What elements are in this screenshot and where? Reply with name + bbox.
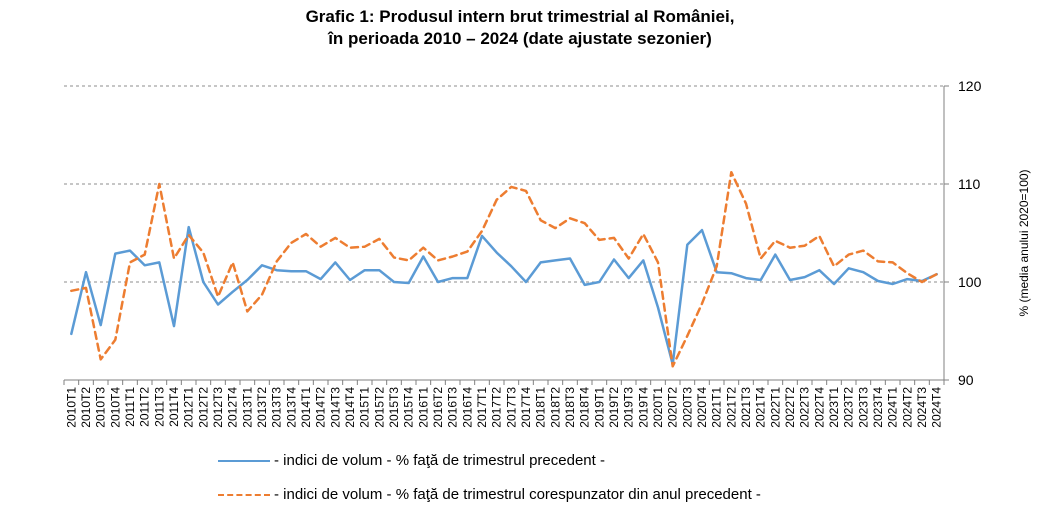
x-tick-label-2012T3: 2012T3 xyxy=(211,387,225,428)
x-tick-label-2014T1: 2014T1 xyxy=(299,387,313,428)
x-tick-label-2011T3: 2011T3 xyxy=(152,387,166,427)
series-line-yoy xyxy=(70,170,938,368)
x-tick-label-2015T3: 2015T3 xyxy=(387,387,401,428)
x-tick-label-2021T3: 2021T3 xyxy=(739,387,753,428)
y-axis-label: % (media anului 2020=100) xyxy=(1017,169,1031,316)
x-tick-label-2015T4: 2015T4 xyxy=(402,387,416,428)
x-tick-label-2016T2: 2016T2 xyxy=(431,387,445,428)
x-tick-label-2020T2: 2020T2 xyxy=(666,387,680,428)
x-tick-label-2023T2: 2023T2 xyxy=(842,387,856,428)
x-tick-label-2011T4: 2011T4 xyxy=(167,387,181,427)
legend-swatch-qoq xyxy=(218,460,270,463)
x-tick-label-2019T3: 2019T3 xyxy=(622,387,636,428)
x-tick-label-2013T1: 2013T1 xyxy=(240,387,254,428)
legend-item-yoy: - indici de volum - % faţă de trimestrul… xyxy=(218,486,761,503)
x-tick-label-2013T4: 2013T4 xyxy=(284,387,298,428)
x-tick-label-2023T3: 2023T3 xyxy=(856,387,870,428)
x-tick-label-2018T3: 2018T3 xyxy=(563,387,577,428)
x-tick-label-2014T3: 2014T3 xyxy=(328,387,342,428)
x-tick-label-2022T3: 2022T3 xyxy=(798,387,812,428)
x-tick-label-2018T1: 2018T1 xyxy=(534,387,548,428)
chart-title-line-2: în perioada 2010 – 2024 (date ajustate s… xyxy=(328,29,712,48)
x-tick-label-2017T3: 2017T3 xyxy=(504,387,518,428)
x-tick-label-2014T2: 2014T2 xyxy=(314,387,328,428)
x-tick-label-2020T1: 2020T1 xyxy=(651,387,665,428)
x-tick-label-2022T4: 2022T4 xyxy=(812,387,826,428)
x-tick-label-2020T3: 2020T3 xyxy=(680,387,694,428)
legend-swatch-yoy xyxy=(218,494,270,497)
legend-label-yoy: - indici de volum - % faţă de trimestrul… xyxy=(274,486,761,503)
x-tick-label-2018T4: 2018T4 xyxy=(578,387,592,428)
y-tick-label-120: 120 xyxy=(958,78,982,94)
x-tick-label-2016T1: 2016T1 xyxy=(416,387,430,428)
x-tick-label-2010T3: 2010T3 xyxy=(94,387,108,428)
x-tick-label-2022T1: 2022T1 xyxy=(768,387,782,428)
x-tick-label-2013T2: 2013T2 xyxy=(255,387,269,428)
legend-label-qoq: - indici de volum - % faţă de trimestrul… xyxy=(274,452,605,469)
x-tick-label-2011T1: 2011T1 xyxy=(123,387,137,427)
chart-title-line-1: Grafic 1: Produsul intern brut trimestri… xyxy=(305,7,735,26)
x-tick-label-2019T4: 2019T4 xyxy=(636,387,650,428)
x-tick-label-2020T4: 2020T4 xyxy=(695,387,709,428)
x-tick-label-2010T4: 2010T4 xyxy=(108,387,122,428)
x-tick-label-2015T2: 2015T2 xyxy=(372,387,386,428)
x-tick-label-2018T2: 2018T2 xyxy=(548,387,562,428)
x-tick-label-2023T4: 2023T4 xyxy=(871,387,885,428)
x-tick-label-2014T4: 2014T4 xyxy=(343,387,357,428)
y-tick-label-110: 110 xyxy=(958,176,981,192)
series-line-qoq xyxy=(70,225,938,366)
x-tick-label-2012T1: 2012T1 xyxy=(182,387,196,428)
legend-item-qoq: - indici de volum - % faţă de trimestrul… xyxy=(218,452,605,469)
x-tick-label-2013T3: 2013T3 xyxy=(270,387,284,428)
x-tick-label-2024T1: 2024T1 xyxy=(886,387,900,428)
x-tick-label-2021T2: 2021T2 xyxy=(724,387,738,428)
x-tick-label-2024T3: 2024T3 xyxy=(915,387,929,428)
y-tick-label-90: 90 xyxy=(958,372,974,388)
chart-title: Grafic 1: Produsul intern brut trimestri… xyxy=(0,6,1040,50)
x-tick-label-2023T1: 2023T1 xyxy=(827,387,841,428)
x-tick-label-2017T2: 2017T2 xyxy=(490,387,504,428)
x-tick-label-2017T1: 2017T1 xyxy=(475,387,489,428)
x-tick-label-2024T2: 2024T2 xyxy=(900,387,914,428)
x-tick-label-2011T2: 2011T2 xyxy=(138,387,152,427)
x-tick-label-2012T4: 2012T4 xyxy=(226,387,240,428)
x-tick-label-2015T1: 2015T1 xyxy=(358,387,372,428)
x-tick-label-2024T4: 2024T4 xyxy=(930,387,944,428)
x-tick-label-2016T4: 2016T4 xyxy=(460,387,474,428)
x-tick-label-2021T1: 2021T1 xyxy=(710,387,724,428)
x-tick-label-2010T1: 2010T1 xyxy=(64,387,78,428)
x-tick-label-2019T1: 2019T1 xyxy=(592,387,606,428)
x-tick-label-2017T4: 2017T4 xyxy=(519,387,533,428)
x-tick-label-2016T3: 2016T3 xyxy=(446,387,460,428)
y-tick-label-100: 100 xyxy=(958,274,982,290)
x-tick-label-2021T4: 2021T4 xyxy=(754,387,768,428)
x-tick-label-2019T2: 2019T2 xyxy=(607,387,621,428)
x-tick-label-2012T2: 2012T2 xyxy=(196,387,210,428)
x-tick-label-2022T2: 2022T2 xyxy=(783,387,797,428)
x-tick-label-2010T2: 2010T2 xyxy=(79,387,93,428)
